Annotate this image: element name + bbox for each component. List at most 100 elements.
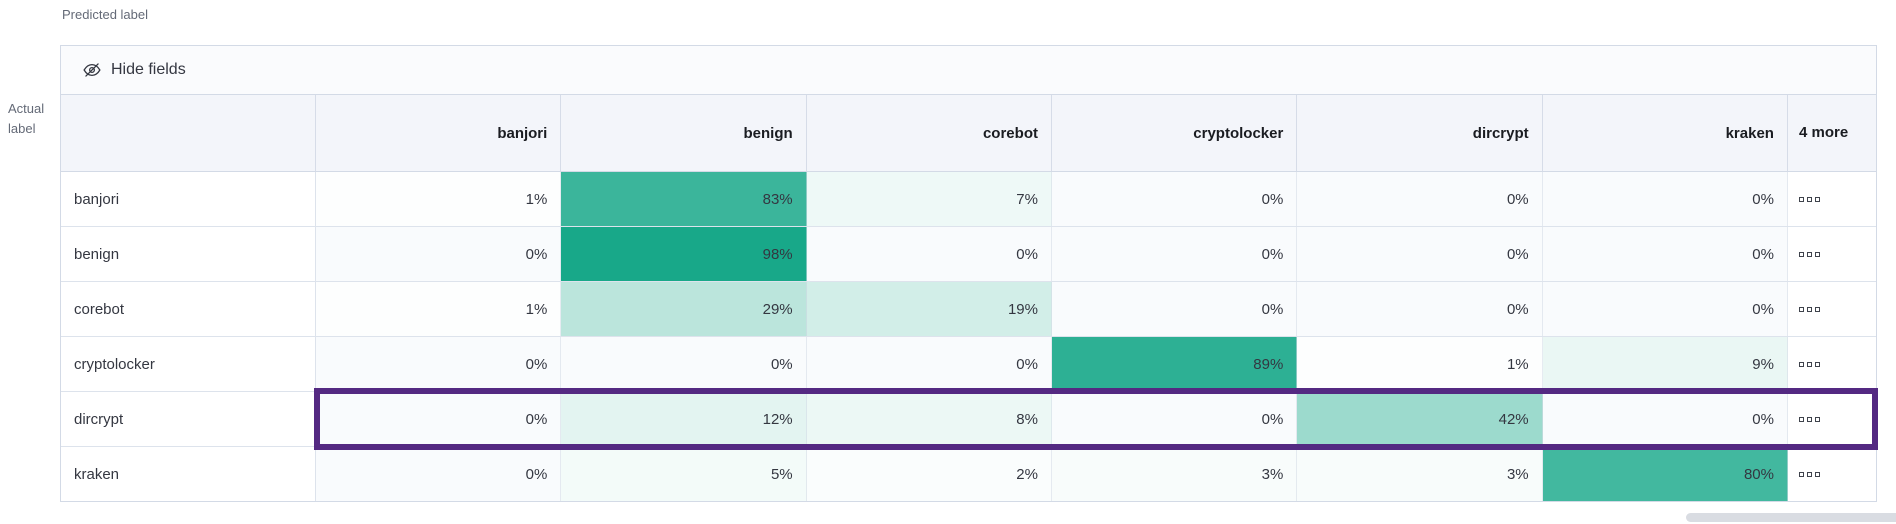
header-corner-cell: [61, 95, 316, 171]
cell-kraken-benign[interactable]: 5%: [561, 447, 807, 501]
row-data-region: 0% 98% 0% 0% 0% 0%: [316, 227, 1876, 281]
box-glyph: [1798, 416, 1804, 422]
row-label-dircrypt: dircrypt: [61, 392, 316, 446]
row-data-region: 1% 29% 19% 0% 0% 0%: [316, 282, 1876, 336]
hide-fields-label: Hide fields: [111, 61, 186, 78]
cell-dircrypt-kraken[interactable]: 0%: [1542, 392, 1788, 446]
row-data-region: 1% 83% 7% 0% 0% 0%: [316, 172, 1876, 226]
cell-dircrypt-cryptolocker[interactable]: 0%: [1051, 392, 1298, 446]
row-actions-cell: [1787, 172, 1876, 226]
box-glyph: [1806, 306, 1812, 312]
box-glyph: [1814, 251, 1820, 257]
row-actions-cell: [1787, 227, 1876, 281]
boxes-horizontal-icon[interactable]: [1798, 361, 1820, 367]
cell-benign-kraken[interactable]: 0%: [1542, 227, 1788, 281]
box-glyph: [1814, 306, 1820, 312]
cell-kraken-kraken[interactable]: 80%: [1542, 447, 1788, 501]
column-header-banjori[interactable]: banjori: [316, 95, 562, 171]
cell-dircrypt-corebot[interactable]: 8%: [806, 392, 1052, 446]
boxes-horizontal-icon[interactable]: [1798, 306, 1820, 312]
table-row-cryptolocker: cryptolocker 0% 0% 0% 89% 1% 9%: [61, 337, 1876, 392]
cell-benign-benign[interactable]: 98%: [561, 227, 807, 281]
cell-benign-dircrypt[interactable]: 0%: [1297, 227, 1543, 281]
box-glyph: [1798, 196, 1804, 202]
boxes-horizontal-icon[interactable]: [1798, 416, 1820, 422]
row-actions-cell: [1787, 282, 1876, 336]
table-row-kraken: kraken 0% 5% 2% 3% 3% 80%: [61, 447, 1876, 501]
cell-kraken-cryptolocker[interactable]: 3%: [1051, 447, 1298, 501]
box-glyph: [1814, 196, 1820, 202]
eye-closed-icon: [83, 61, 101, 79]
cell-dircrypt-dircrypt[interactable]: 42%: [1297, 392, 1543, 446]
row-actions-cell: [1787, 447, 1876, 501]
boxes-horizontal-icon[interactable]: [1798, 471, 1820, 477]
confusion-matrix-grid: Hide fields banjori benign corebot cryptolo…: [60, 45, 1878, 502]
row-label-benign: benign: [61, 227, 316, 281]
cell-benign-banjori[interactable]: 0%: [316, 227, 562, 281]
cell-banjori-benign[interactable]: 83%: [561, 172, 807, 226]
box-glyph: [1814, 361, 1820, 367]
cell-banjori-cryptolocker[interactable]: 0%: [1051, 172, 1298, 226]
horizontal-scrollbar-thumb[interactable]: [1686, 513, 1896, 522]
cell-dircrypt-banjori[interactable]: 0%: [316, 392, 562, 446]
row-label-banjori: banjori: [61, 172, 316, 226]
cell-dircrypt-benign[interactable]: 12%: [561, 392, 807, 446]
cell-cryptolocker-cryptolocker[interactable]: 89%: [1051, 337, 1298, 391]
boxes-horizontal-icon[interactable]: [1798, 251, 1820, 257]
cell-cryptolocker-benign[interactable]: 0%: [561, 337, 807, 391]
cell-cryptolocker-banjori[interactable]: 0%: [316, 337, 562, 391]
cell-benign-corebot[interactable]: 0%: [806, 227, 1052, 281]
column-header-dircrypt[interactable]: dircrypt: [1297, 95, 1543, 171]
cell-corebot-kraken[interactable]: 0%: [1542, 282, 1788, 336]
table-row-banjori: banjori 1% 83% 7% 0% 0% 0%: [61, 172, 1876, 227]
cell-banjori-corebot[interactable]: 7%: [806, 172, 1052, 226]
cell-corebot-corebot[interactable]: 19%: [806, 282, 1052, 336]
box-glyph: [1798, 361, 1804, 367]
cell-corebot-banjori[interactable]: 1%: [316, 282, 562, 336]
predicted-axis-label: Predicted label: [62, 7, 148, 22]
cell-kraken-corebot[interactable]: 2%: [806, 447, 1052, 501]
column-header-more[interactable]: 4 more: [1788, 95, 1876, 171]
box-glyph: [1806, 361, 1812, 367]
table-row-corebot: corebot 1% 29% 19% 0% 0% 0%: [61, 282, 1876, 337]
grid-body: banjori 1% 83% 7% 0% 0% 0% benign 0% 98% 0% 0% 0% 0% c…: [61, 172, 1878, 501]
cell-cryptolocker-corebot[interactable]: 0%: [806, 337, 1052, 391]
cell-banjori-banjori[interactable]: 1%: [316, 172, 562, 226]
cell-banjori-dircrypt[interactable]: 0%: [1297, 172, 1543, 226]
box-glyph: [1806, 416, 1812, 422]
box-glyph: [1806, 471, 1812, 477]
column-header-kraken[interactable]: kraken: [1543, 95, 1788, 171]
row-label-kraken: kraken: [61, 447, 316, 501]
table-row-benign: benign 0% 98% 0% 0% 0% 0%: [61, 227, 1876, 282]
cell-benign-cryptolocker[interactable]: 0%: [1051, 227, 1298, 281]
cell-cryptolocker-dircrypt[interactable]: 1%: [1297, 337, 1543, 391]
grid-toolbar: Hide fields: [61, 46, 1876, 95]
cell-kraken-banjori[interactable]: 0%: [316, 447, 562, 501]
row-data-region: 0% 5% 2% 3% 3% 80%: [316, 447, 1876, 501]
box-glyph: [1806, 196, 1812, 202]
box-glyph: [1798, 306, 1804, 312]
row-label-corebot: corebot: [61, 282, 316, 336]
cell-corebot-benign[interactable]: 29%: [561, 282, 807, 336]
box-glyph: [1814, 471, 1820, 477]
cell-corebot-dircrypt[interactable]: 0%: [1297, 282, 1543, 336]
box-glyph: [1798, 251, 1804, 257]
boxes-horizontal-icon[interactable]: [1798, 196, 1820, 202]
cell-kraken-dircrypt[interactable]: 3%: [1297, 447, 1543, 501]
header-row: banjori benign corebot cryptolocker dircrypt…: [61, 95, 1876, 172]
row-data-region: 0% 0% 0% 89% 1% 9%: [316, 337, 1876, 391]
row-label-cryptolocker: cryptolocker: [61, 337, 316, 391]
cell-cryptolocker-kraken[interactable]: 9%: [1542, 337, 1788, 391]
box-glyph: [1806, 251, 1812, 257]
row-actions-cell: [1787, 392, 1876, 446]
hide-fields-button[interactable]: Hide fields: [75, 55, 194, 85]
box-glyph: [1798, 471, 1804, 477]
table-row-dircrypt: dircrypt 0% 12% 8% 0% 42% 0%: [61, 388, 1878, 450]
column-header-benign[interactable]: benign: [561, 95, 807, 171]
column-header-corebot[interactable]: corebot: [807, 95, 1052, 171]
cell-corebot-cryptolocker[interactable]: 0%: [1051, 282, 1298, 336]
cell-banjori-kraken[interactable]: 0%: [1542, 172, 1788, 226]
actual-axis-label: Actual label: [8, 101, 45, 137]
column-header-cryptolocker[interactable]: cryptolocker: [1052, 95, 1298, 171]
